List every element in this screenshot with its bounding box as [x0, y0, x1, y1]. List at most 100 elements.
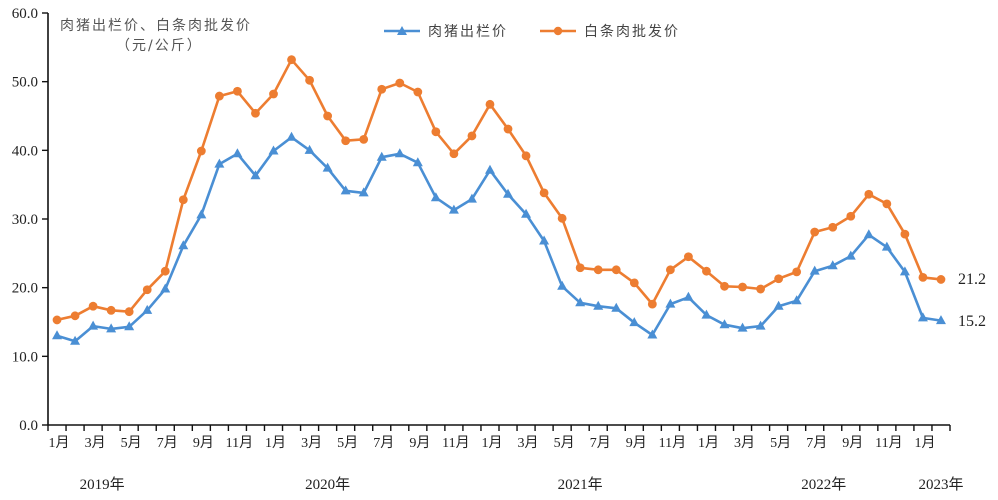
data-point [178, 195, 188, 205]
data-point [232, 148, 243, 158]
data-point [611, 265, 621, 275]
year-label: 2020年 [305, 476, 350, 493]
data-point [466, 193, 477, 203]
x-tick-label: 7月 [373, 435, 394, 451]
data-point [178, 240, 189, 250]
year-label: 2019年 [80, 476, 125, 493]
data-point [70, 335, 81, 345]
data-point [196, 146, 206, 156]
y-axis-title-line1: 肉猪出栏价、白条肉批发价 [60, 17, 252, 34]
y-tick-label: 10.0 [12, 349, 38, 365]
data-point [810, 227, 820, 237]
y-axis-ticks: 0.0 10.0 20.0 30.0 40.0 50.0 60.0 [12, 6, 48, 434]
data-point [341, 136, 351, 146]
data-point [503, 124, 513, 134]
data-point [773, 300, 784, 310]
data-point [142, 304, 153, 314]
data-point [665, 298, 676, 308]
data-point [142, 285, 152, 295]
data-point [683, 291, 694, 301]
x-tick-label: 5月 [337, 435, 358, 451]
y-tick-label: 30.0 [12, 212, 38, 228]
data-point [503, 188, 514, 198]
y-axis-title-line2: （元/公斤） [116, 38, 203, 54]
series-pork-wholesale [52, 55, 946, 325]
data-point [52, 330, 63, 340]
data-point [304, 144, 315, 154]
data-point [647, 329, 658, 339]
x-tick-label: 9月 [193, 435, 214, 451]
data-point [539, 188, 549, 198]
x-tick-label: 1月 [914, 435, 935, 451]
data-point [846, 211, 856, 221]
data-point [611, 302, 622, 312]
circle-marker-icon [553, 26, 563, 36]
data-point [863, 229, 874, 239]
data-point [539, 235, 550, 245]
data-point [251, 108, 260, 118]
data-point [900, 229, 910, 239]
data-point [233, 86, 242, 96]
data-point [521, 208, 532, 218]
data-point [467, 131, 477, 141]
data-point [809, 265, 820, 275]
data-point [684, 252, 693, 262]
x-tick-label: 11月 [659, 435, 686, 451]
legend: 肉猪出栏价 白条肉批发价 [384, 23, 678, 40]
data-point [358, 187, 369, 197]
data-point [287, 55, 296, 65]
x-tick-label: 9月 [842, 435, 863, 451]
data-point [575, 297, 586, 307]
data-point [720, 281, 729, 291]
data-point [647, 299, 657, 309]
data-point [70, 311, 80, 321]
data-point [593, 300, 604, 310]
x-tick-label: 11月 [442, 435, 469, 451]
x-tick-label: 7月 [806, 435, 827, 451]
data-point [376, 151, 387, 161]
data-point [214, 91, 224, 101]
end-value-label-pig: 15.2 [958, 313, 986, 330]
data-point [917, 312, 928, 322]
data-point [160, 266, 170, 276]
x-tick-label: 7月 [157, 435, 178, 451]
data-point [918, 272, 928, 282]
axes [47, 13, 950, 426]
data-point [88, 320, 99, 330]
data-point [322, 162, 333, 172]
data-point [899, 266, 910, 276]
data-point [791, 295, 802, 305]
x-tick-label: 5月 [770, 435, 791, 451]
data-point [106, 305, 116, 315]
data-point [269, 89, 278, 99]
x-tick-label: 3月 [734, 435, 755, 451]
data-point [828, 222, 838, 232]
series-pig-price [52, 131, 946, 345]
data-point [702, 266, 711, 276]
data-point [377, 84, 387, 94]
data-point [665, 265, 675, 275]
data-point [395, 78, 405, 88]
data-point [755, 320, 766, 330]
x-tick-label: 9月 [626, 435, 647, 451]
data-point [593, 265, 603, 275]
y-tick-label: 60.0 [12, 6, 38, 22]
x-tick-label: 3月 [301, 435, 322, 451]
data-point [792, 267, 802, 277]
x-tick-label: 1月 [49, 435, 70, 451]
data-point [827, 260, 838, 270]
data-point [881, 241, 892, 251]
data-point [936, 275, 946, 284]
data-point [250, 170, 261, 180]
x-tick-label: 9月 [409, 435, 430, 451]
data-point [448, 204, 459, 214]
data-point [575, 263, 585, 273]
x-tick-label: 1月 [698, 435, 719, 451]
data-point [214, 158, 225, 168]
data-point [449, 149, 459, 159]
data-point [88, 301, 98, 311]
x-tick-label: 3月 [85, 435, 106, 451]
data-point [413, 87, 423, 97]
data-point [196, 209, 207, 219]
